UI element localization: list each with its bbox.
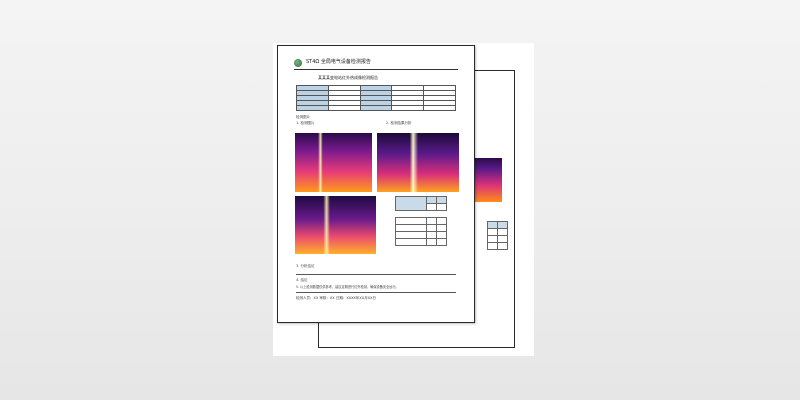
thermal-image-2 (377, 133, 459, 192)
measurement-table (395, 196, 447, 246)
images-label-1: 1. 检测图片 (296, 121, 315, 125)
back-thermal-image (472, 158, 502, 202)
back-data-table (487, 221, 508, 250)
front-page: ST4Ω 全局电气设备检测报告 某某某变电站红外热成像检测报告 检测图片 1. … (277, 45, 475, 323)
thermal-image-3 (295, 196, 376, 254)
images-label-2: 2. 检测结果分析 (386, 121, 412, 125)
header-divider (294, 69, 458, 70)
footer-line-3: 检测人员：XX 审核：XX 日期：XXXX年XX月XX日 (296, 296, 376, 300)
report-subtitle: 某某某变电站红外热成像检测报告 (318, 75, 378, 80)
company-logo-icon (294, 59, 302, 67)
images-section-label: 检测图片 (296, 115, 310, 119)
footer-rule (296, 292, 456, 293)
thermal-image-1 (295, 133, 372, 192)
analysis-rule (296, 274, 456, 275)
report-title: ST4Ω 全局电气设备检测报告 (306, 59, 371, 65)
info-table (296, 85, 456, 111)
footer-line-2: 5. 以上检测数据仅供参考，建议定期进行红外检测，确保设备安全运行。 (296, 285, 399, 289)
analysis-label: 3. 分析结论 (296, 264, 315, 268)
footer-line-1: 4. 结论 (296, 278, 308, 282)
